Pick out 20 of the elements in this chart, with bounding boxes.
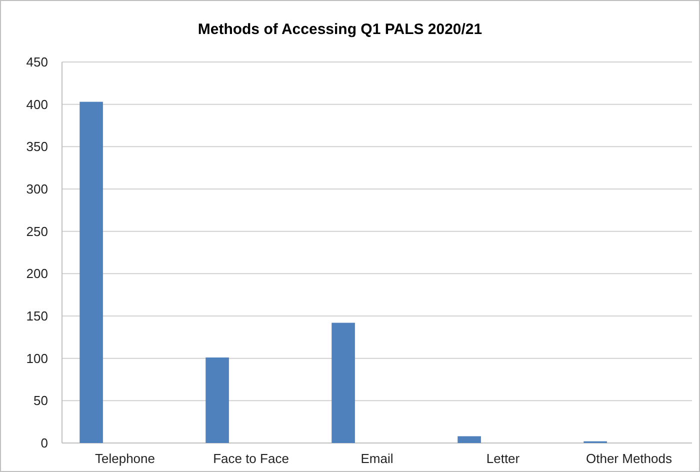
x-tick-label: Telephone: [95, 451, 155, 466]
x-tick-label: Email: [360, 451, 394, 466]
y-tick-label: 150: [26, 308, 48, 324]
x-tick-label: Face to Face: [213, 451, 289, 466]
y-tick-label: 400: [26, 96, 48, 112]
chart-title: Methods of Accessing Q1 PALS 2020/21: [198, 21, 482, 38]
y-tick-label: 50: [34, 393, 48, 408]
bar: [458, 436, 481, 443]
bar: [80, 102, 103, 443]
y-tick-label: 0: [40, 436, 48, 451]
x-tick-label: Other Methods: [586, 451, 672, 466]
bar: [206, 357, 229, 443]
y-tick-label: 450: [26, 54, 48, 70]
y-tick-label: 250: [26, 224, 48, 239]
y-tick-label: 300: [26, 182, 48, 197]
y-tick-label: 200: [26, 266, 48, 282]
y-tick-label: 350: [26, 139, 48, 154]
x-tick-label: Letter: [486, 451, 520, 466]
y-tick-label: 100: [26, 350, 48, 366]
bar: [332, 322, 355, 443]
